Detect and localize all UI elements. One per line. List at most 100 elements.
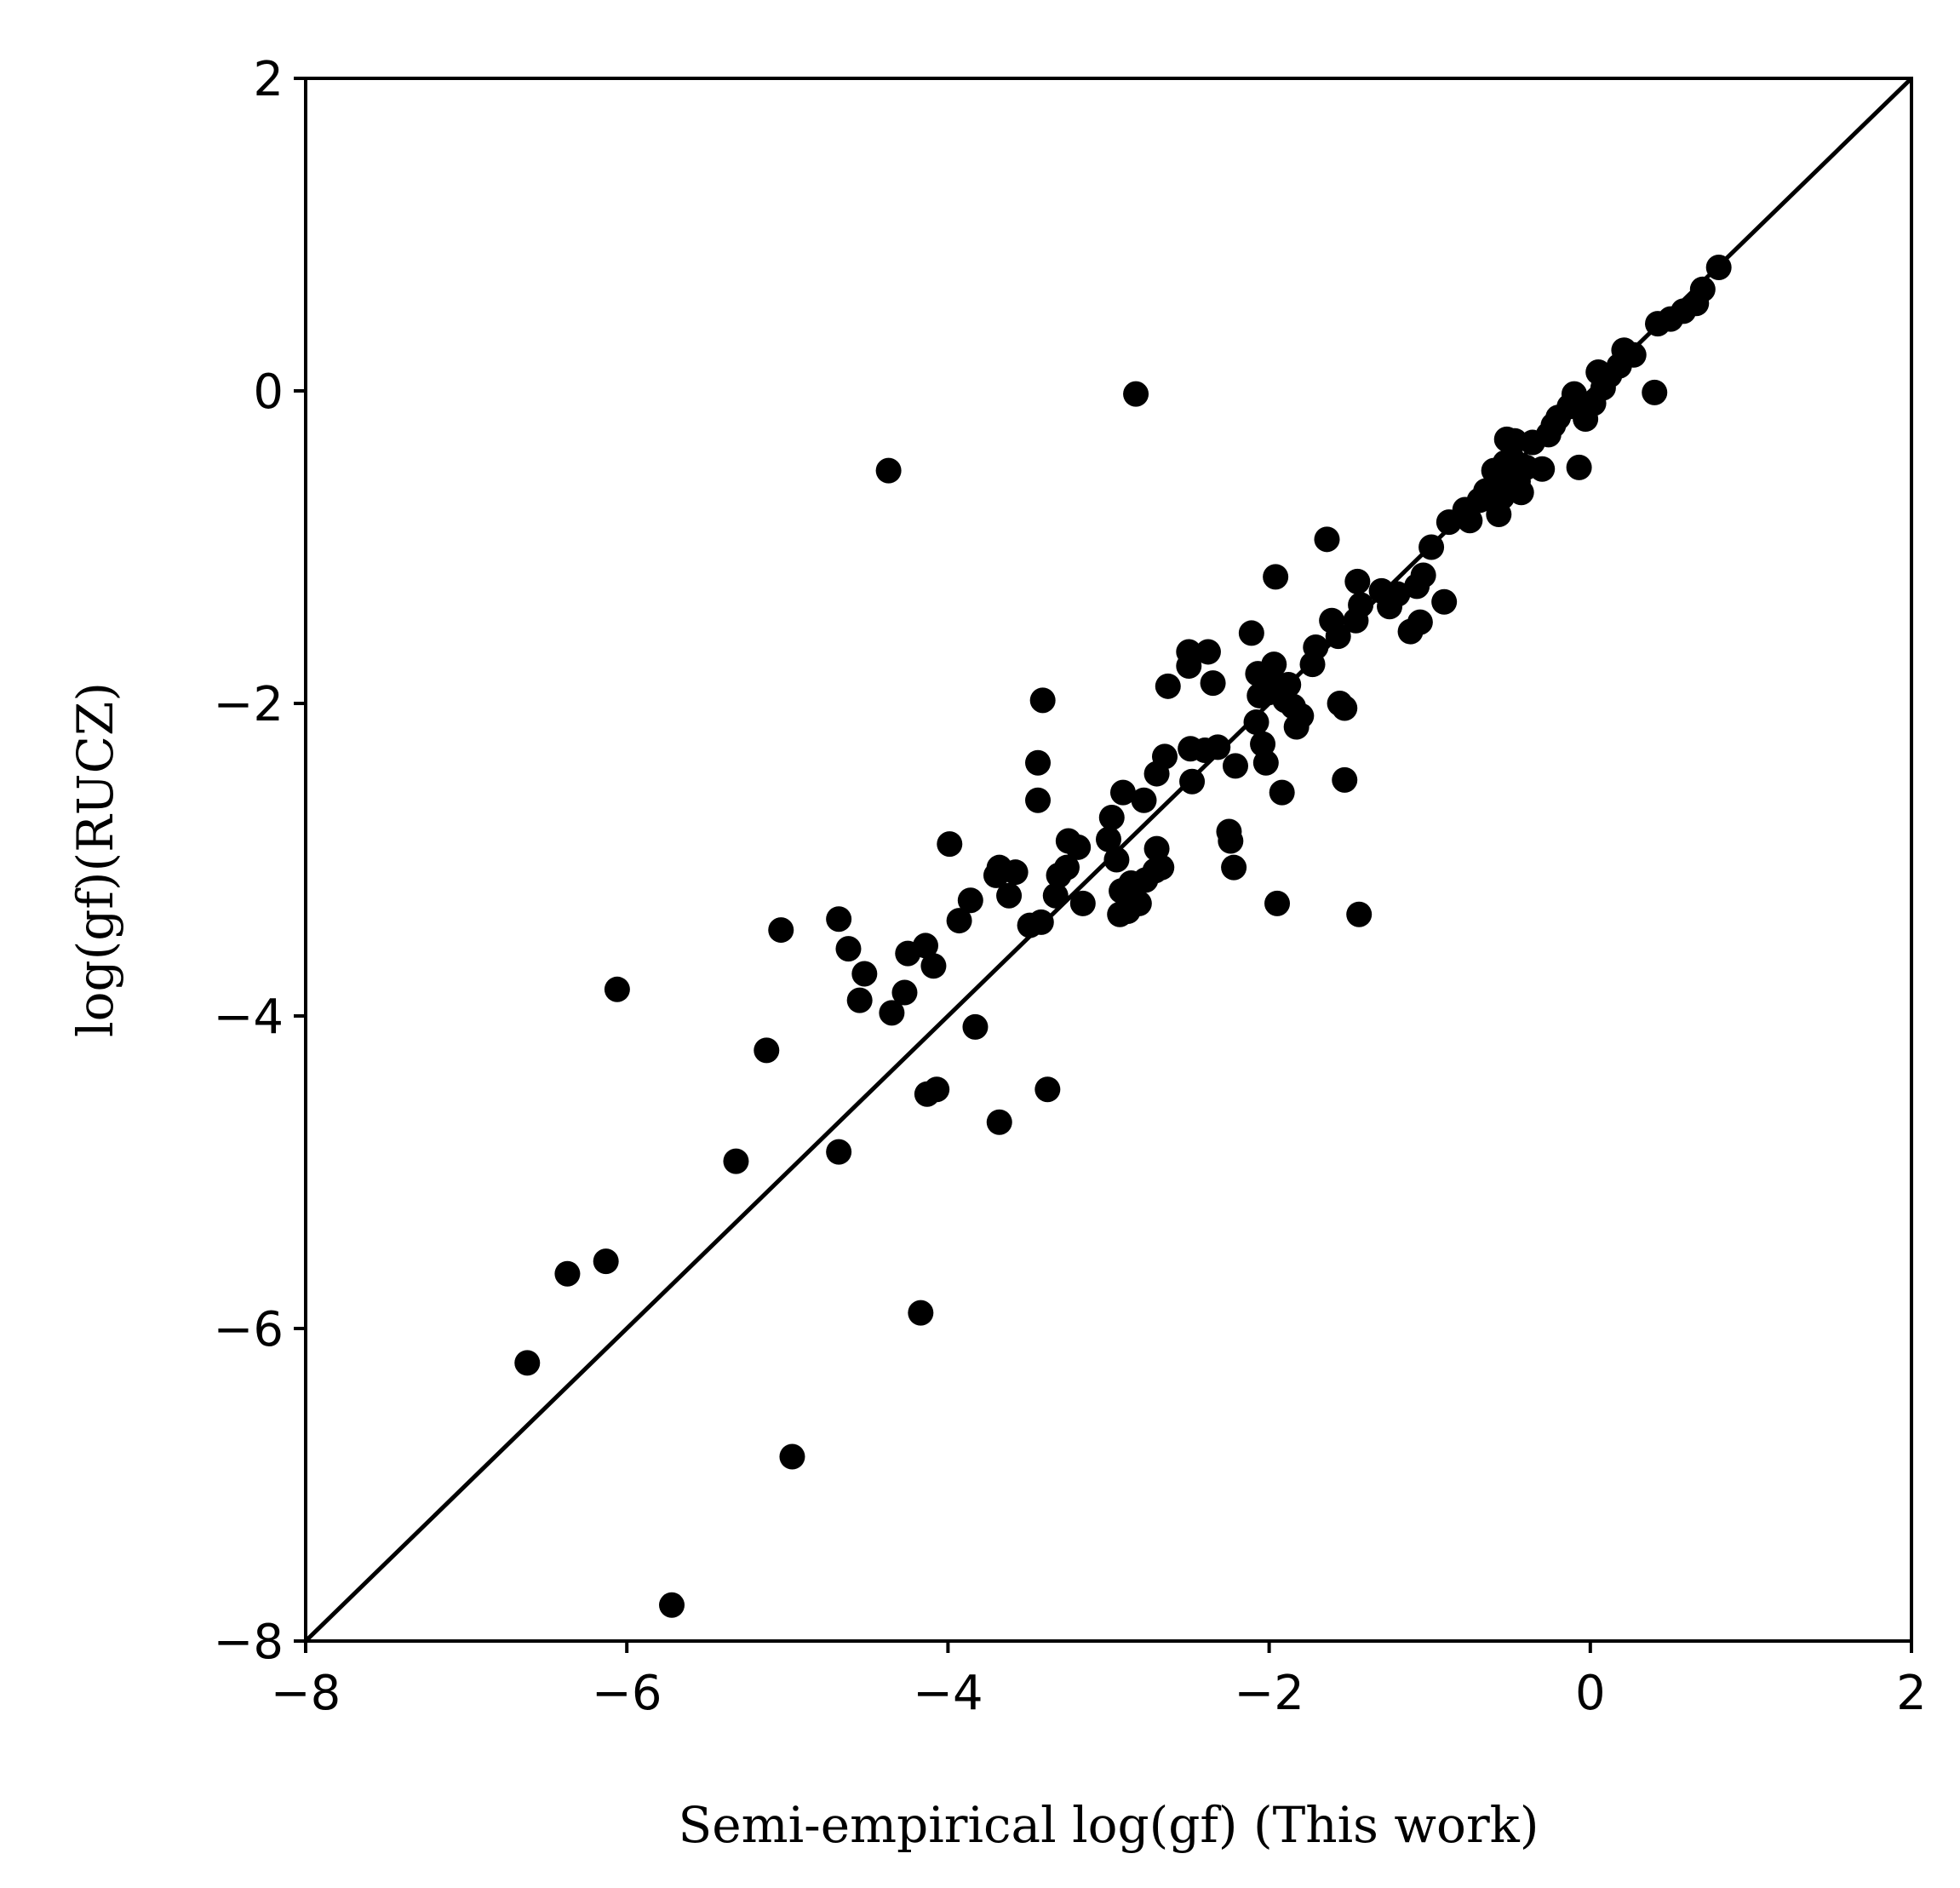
y-axis-title: log(gf)(RUCZ): [66, 682, 124, 1037]
y-axis-ticks: −8 −6 −4 −2 0 2: [213, 52, 306, 1670]
data-point: [593, 1248, 619, 1275]
y-tick-label: −8: [213, 1615, 284, 1670]
data-point: [1529, 456, 1556, 482]
data-point: [1179, 768, 1206, 795]
data-point: [1176, 652, 1202, 679]
data-point: [1222, 753, 1248, 779]
x-tick-label: −4: [913, 1666, 983, 1721]
data-point: [996, 882, 1023, 909]
data-point: [962, 1013, 989, 1040]
data-point: [1200, 670, 1226, 697]
data-point: [986, 1109, 1012, 1135]
data-point: [1155, 673, 1181, 699]
y-tick-label: −2: [213, 677, 284, 732]
x-axis-ticks: −8 −6 −4 −2 0 2: [271, 1641, 1927, 1721]
data-point: [1053, 854, 1080, 881]
data-point: [1269, 779, 1295, 806]
x-tick-label: −8: [271, 1666, 341, 1721]
data-point: [875, 457, 902, 484]
data-point: [1346, 901, 1373, 927]
data-point: [1205, 734, 1231, 760]
data-point: [1252, 749, 1279, 776]
data-point: [1131, 787, 1157, 813]
data-point: [1689, 276, 1716, 302]
data-point: [1410, 562, 1436, 588]
data-point: [1123, 381, 1149, 407]
data-point: [1457, 508, 1483, 534]
data-point: [1264, 890, 1291, 916]
data-point: [1275, 671, 1302, 697]
data-point: [1407, 609, 1433, 635]
data-point: [1384, 581, 1411, 607]
data-point: [1034, 1076, 1061, 1103]
data-point: [1109, 779, 1136, 806]
data-point: [514, 1350, 541, 1376]
data-point: [1566, 454, 1592, 480]
data-point: [1025, 749, 1052, 776]
y-tick-label: −4: [213, 990, 284, 1045]
data-point: [1261, 651, 1287, 678]
data-point: [1025, 787, 1052, 813]
data-point: [1332, 766, 1358, 793]
data-point: [779, 1443, 805, 1470]
data-point: [1489, 484, 1516, 510]
data-point: [937, 831, 963, 858]
data-point: [1195, 639, 1221, 665]
data-point: [659, 1592, 685, 1618]
data-point: [891, 979, 918, 1006]
data-point: [1314, 526, 1340, 553]
data-point: [1243, 709, 1269, 736]
data-point: [768, 917, 794, 944]
plot-frame: [304, 77, 1913, 1643]
data-point: [1065, 834, 1092, 860]
data-point: [826, 1139, 852, 1165]
data-point: [1152, 743, 1178, 770]
data-point: [1418, 534, 1445, 560]
data-point: [1103, 846, 1130, 873]
data-point: [946, 908, 972, 934]
x-tick-label: −6: [592, 1666, 662, 1721]
data-point: [908, 1300, 934, 1326]
data-point: [1705, 255, 1732, 281]
data-point: [826, 906, 852, 933]
data-point: [1002, 859, 1029, 886]
data-point: [912, 933, 938, 959]
data-point: [1561, 381, 1587, 407]
data-point: [1149, 854, 1175, 881]
data-point: [1098, 804, 1125, 830]
data-point: [1431, 588, 1458, 615]
x-axis-title: Semi-empirical log(gf) (This work): [679, 1796, 1539, 1854]
data-point: [754, 1037, 780, 1064]
data-point: [1218, 828, 1244, 854]
data-point: [1620, 341, 1647, 368]
data-point: [1344, 568, 1371, 594]
data-point: [1348, 592, 1374, 618]
data-point: [1221, 854, 1247, 881]
data-point: [851, 961, 878, 987]
data-point: [1029, 687, 1056, 714]
data-point: [1238, 620, 1264, 646]
data-point: [1332, 695, 1358, 721]
data-point: [1325, 623, 1351, 650]
data-point: [723, 1148, 749, 1174]
data-point: [920, 953, 947, 979]
data-point: [879, 1000, 905, 1026]
y-tick-label: −6: [213, 1302, 284, 1357]
data-point: [554, 1260, 581, 1287]
data-point: [1096, 826, 1121, 852]
data-point: [1303, 634, 1329, 660]
data-point: [604, 976, 630, 1002]
x-tick-label: 2: [1896, 1666, 1927, 1721]
data-point: [1263, 564, 1289, 590]
data-point: [1042, 882, 1069, 909]
data-points-layer: [514, 255, 1732, 1618]
x-tick-label: 0: [1575, 1666, 1606, 1721]
data-point: [1069, 890, 1096, 916]
data-point: [1642, 379, 1668, 405]
y-tick-label: 2: [253, 52, 284, 107]
data-point: [1028, 909, 1054, 935]
data-point: [924, 1076, 950, 1103]
data-point: [957, 887, 983, 914]
data-point: [846, 987, 873, 1013]
